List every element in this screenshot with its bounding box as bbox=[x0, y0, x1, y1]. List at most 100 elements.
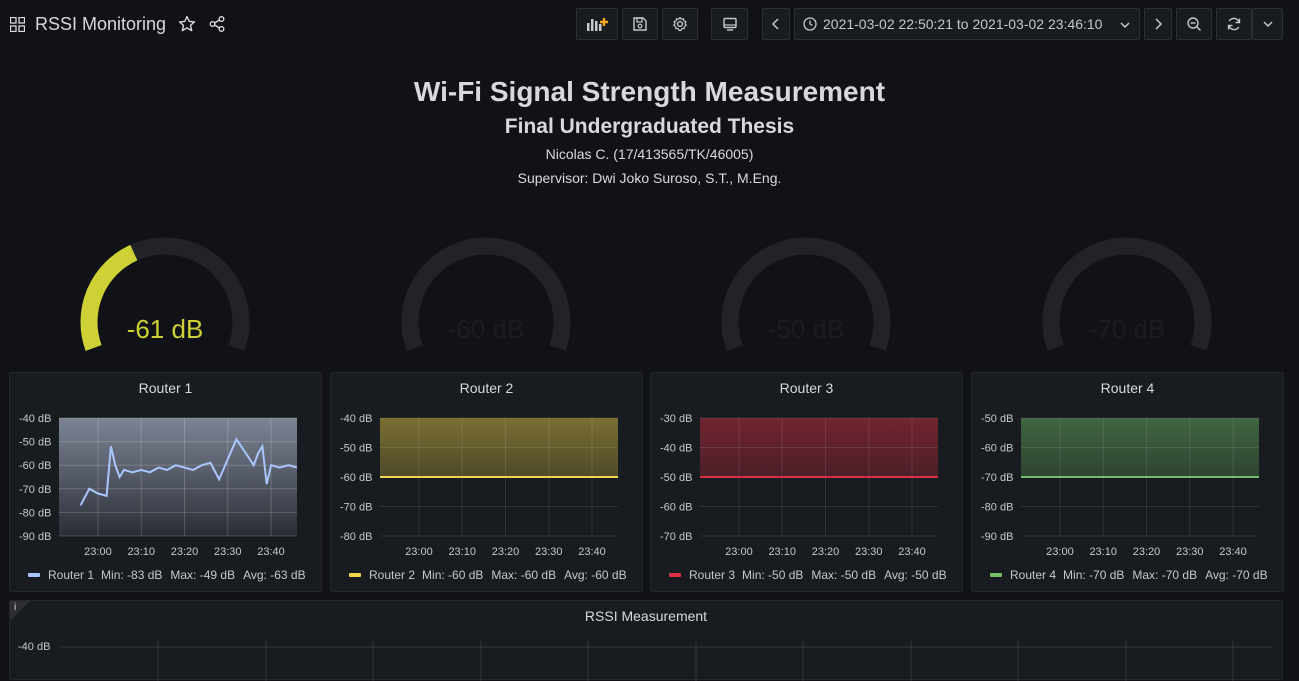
time-back-button[interactable] bbox=[762, 8, 790, 40]
legend-swatch bbox=[349, 573, 361, 577]
legend-series-name[interactable]: Router 2 bbox=[369, 568, 416, 582]
y-tick-label: -60 dB bbox=[19, 460, 51, 472]
y-tick-label: -50 dB bbox=[19, 437, 51, 449]
gauge-value: -61 dB bbox=[126, 314, 204, 344]
chevron-down-icon bbox=[1262, 21, 1273, 28]
view-mode-button[interactable] bbox=[711, 8, 748, 40]
panel-router-4[interactable]: Router 4 -50 dB -60 dB -70 dB -80 dB -90 dB 2… bbox=[971, 372, 1284, 592]
y-tick-label: -60 dB bbox=[340, 472, 372, 484]
legend-avg: Avg: -63 dB bbox=[243, 568, 306, 582]
y-tick-label: -70 dB bbox=[340, 502, 372, 514]
panel-info-corner[interactable] bbox=[10, 601, 30, 621]
chevron-right-icon bbox=[1155, 18, 1163, 30]
legend: Router 2 Min: -60 dB Max: -60 dB Avg: -6… bbox=[349, 568, 635, 582]
dashboard-title[interactable]: RSSI Monitoring bbox=[35, 14, 167, 34]
save-icon bbox=[633, 17, 647, 31]
add-panel-button[interactable] bbox=[576, 8, 618, 40]
legend-series-name[interactable]: Router 3 bbox=[689, 568, 736, 582]
chevron-down-icon bbox=[1120, 22, 1130, 29]
y-tick-label: -80 dB bbox=[19, 507, 51, 519]
refresh-interval-dropdown[interactable] bbox=[1252, 8, 1283, 40]
header-supervisor: Supervisor: Dwi Joko Suroso, S.T., M.Eng… bbox=[517, 170, 782, 186]
x-tick-label: 23:00 bbox=[725, 546, 753, 558]
legend-swatch bbox=[28, 573, 40, 577]
time-range-picker[interactable]: 2021-03-02 22:50:21 to 2021-03-02 23:46:… bbox=[794, 8, 1140, 40]
legend-series-name[interactable]: Router 4 bbox=[1010, 568, 1057, 582]
y-tick-label: -40 dB bbox=[660, 443, 692, 455]
rssi-measurement-grid bbox=[60, 641, 1272, 681]
gauge-track bbox=[401, 237, 571, 351]
legend-max: Max: -50 dB bbox=[811, 568, 877, 582]
x-tick-label: 23:10 bbox=[127, 546, 155, 558]
gauge-arc bbox=[401, 237, 571, 351]
y-tick-label: -40 dB bbox=[19, 413, 51, 425]
legend-max: Max: -49 dB bbox=[170, 568, 236, 582]
save-button[interactable] bbox=[622, 8, 658, 40]
refresh-button[interactable] bbox=[1216, 8, 1252, 40]
panel-title[interactable]: Router 2 bbox=[459, 380, 514, 396]
monitor-icon bbox=[722, 17, 737, 31]
legend-max: Max: -70 dB bbox=[1132, 568, 1198, 582]
plot-background bbox=[59, 418, 297, 536]
share-icon[interactable] bbox=[208, 15, 226, 33]
x-tick-label: 23:20 bbox=[1133, 546, 1161, 558]
x-tick-label: 23:00 bbox=[405, 546, 433, 558]
legend-min: Min: -50 dB bbox=[742, 568, 804, 582]
info-icon[interactable]: i bbox=[14, 602, 17, 613]
x-tick-label: 23:10 bbox=[768, 546, 796, 558]
gauge-track bbox=[721, 237, 891, 351]
panel-rssi-measurement[interactable]: i RSSI Measurement -40 dB bbox=[9, 600, 1283, 681]
x-tick-label: 23:00 bbox=[84, 546, 112, 558]
gauge-fill bbox=[80, 244, 138, 351]
series-line bbox=[79, 437, 298, 506]
x-tick-label: 23:10 bbox=[448, 546, 476, 558]
router-4-chart: -50 dB -60 dB -70 dB -80 dB -90 dB 23:00 23:10… bbox=[981, 413, 1259, 558]
gauge-router-1: -61 dB bbox=[75, 232, 255, 362]
panel-router-1[interactable]: Router 1 -40 dB -50 dB -60 dB -70 dB -80 dB -… bbox=[9, 372, 322, 592]
x-tick-label: 23:40 bbox=[898, 546, 926, 558]
legend-swatch bbox=[669, 573, 681, 577]
x-tick-label: 23:20 bbox=[812, 546, 840, 558]
panel-title[interactable]: Router 1 bbox=[138, 380, 193, 396]
legend-series-name[interactable]: Router 1 bbox=[48, 568, 95, 582]
header-subtitle: Final Undergraduated Thesis bbox=[504, 115, 795, 138]
panel-title[interactable]: RSSI Measurement bbox=[584, 608, 708, 624]
y-tick-label: -70 dB bbox=[660, 531, 692, 543]
panel-title[interactable]: Router 4 bbox=[1100, 380, 1155, 396]
x-tick-label: 23:40 bbox=[578, 546, 606, 558]
y-tick-label: -50 dB bbox=[660, 472, 692, 484]
area-fill bbox=[700, 418, 938, 477]
legend-avg: Avg: -60 dB bbox=[564, 568, 627, 582]
panel-router-3[interactable]: Router 3 -30 dB -40 dB -50 dB -60 dB -70 dB 2… bbox=[650, 372, 963, 592]
time-range-text: 2021-03-02 22:50:21 to 2021-03-02 23:46:… bbox=[823, 16, 1103, 32]
y-tick-label: -70 dB bbox=[19, 484, 51, 496]
settings-button[interactable] bbox=[662, 8, 698, 40]
legend-avg: Avg: -70 dB bbox=[1205, 568, 1268, 582]
time-forward-button[interactable] bbox=[1144, 8, 1172, 40]
legend-min: Min: -83 dB bbox=[101, 568, 163, 582]
x-tick-label: 23:30 bbox=[535, 546, 563, 558]
apps-grid-icon[interactable] bbox=[10, 17, 25, 32]
y-tick-label: -60 dB bbox=[981, 443, 1013, 455]
x-tick-label: 23:10 bbox=[1089, 546, 1117, 558]
x-tick-label: 23:40 bbox=[1219, 546, 1247, 558]
y-tick-label: -50 dB bbox=[340, 443, 372, 455]
refresh-icon bbox=[1227, 17, 1241, 31]
y-tick-label: -80 dB bbox=[981, 502, 1013, 514]
area-fill bbox=[380, 418, 618, 477]
zoom-out-icon bbox=[1187, 17, 1202, 32]
legend-min: Min: -60 dB bbox=[422, 568, 484, 582]
router-3-chart: -30 dB -40 dB -50 dB -60 dB -70 dB 23:00 23:10… bbox=[660, 413, 938, 558]
y-tick-label: -30 dB bbox=[660, 413, 692, 425]
zoom-out-button[interactable] bbox=[1176, 8, 1212, 40]
star-icon[interactable] bbox=[178, 15, 196, 33]
panel-title[interactable]: Router 3 bbox=[779, 380, 834, 396]
y-tick-label: -40 dB bbox=[18, 641, 51, 653]
y-tick-label: -70 dB bbox=[981, 472, 1013, 484]
y-tick-label: -90 dB bbox=[19, 531, 51, 543]
add-panel-icon bbox=[587, 18, 608, 31]
panel-router-2[interactable]: Router 2 -40 dB -50 dB -60 dB -70 dB -80 dB 2… bbox=[330, 372, 643, 592]
gauge-router-2: -60 dB bbox=[396, 232, 576, 362]
x-tick-label: 23:30 bbox=[214, 546, 242, 558]
gauge-value: -50 dB bbox=[767, 314, 845, 344]
